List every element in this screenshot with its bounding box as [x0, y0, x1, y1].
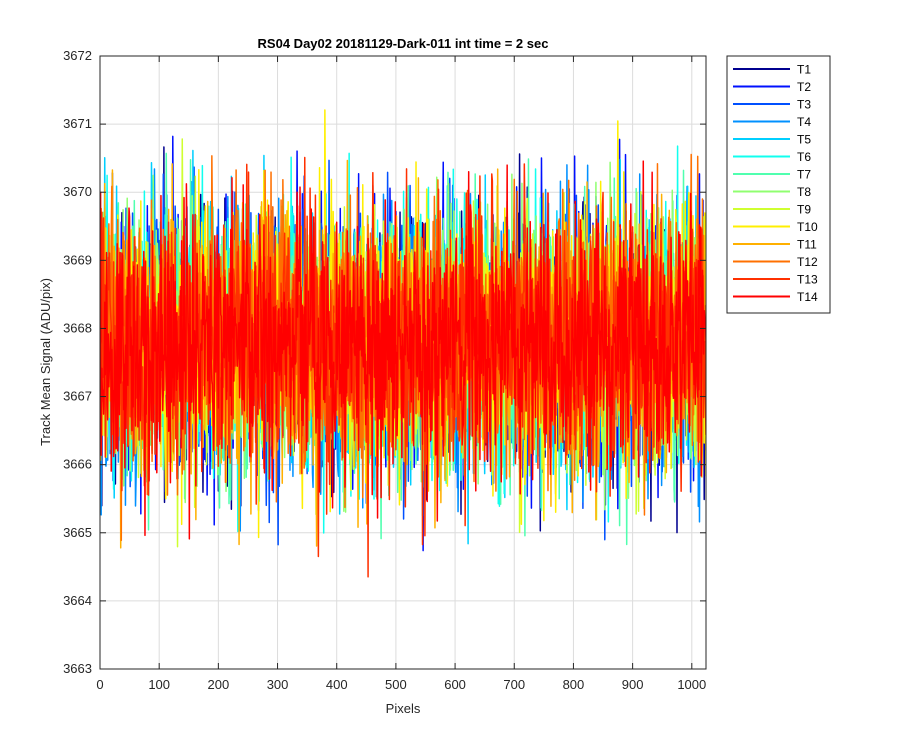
legend-label: T11 [797, 238, 817, 252]
legend-label: T10 [797, 220, 818, 234]
legend-box [726, 55, 831, 314]
legend-label: T2 [797, 80, 811, 94]
y-tick-label: 3669 [63, 252, 92, 267]
y-axis-label: Track Mean Signal (ADU/pix) [38, 278, 53, 446]
legend-item-t3: T3 [733, 98, 811, 112]
legend-item-t8: T8 [733, 185, 811, 199]
legend-item-t4: T4 [733, 115, 811, 129]
y-tick-label: 3663 [63, 661, 92, 676]
legend-label: T6 [797, 150, 811, 164]
legend-label: T9 [797, 203, 811, 217]
legend-label: T3 [797, 98, 811, 112]
x-tick-label: 800 [563, 677, 585, 692]
legend-item-t11: T11 [733, 238, 817, 252]
legend-item-t14: T14 [733, 290, 818, 304]
series-lines [100, 109, 706, 578]
x-tick-label: 600 [444, 677, 466, 692]
legend-item-t10: T10 [733, 220, 818, 234]
legend-item-t1: T1 [733, 63, 811, 77]
series-line-t14 [100, 160, 706, 540]
y-tick-label: 3671 [63, 116, 92, 131]
legend-label: T8 [797, 185, 811, 199]
legend-label: T1 [797, 63, 811, 77]
legend-item-t9: T9 [733, 203, 811, 217]
x-tick-label: 1000 [677, 677, 706, 692]
legend-item-t5: T5 [733, 133, 811, 147]
x-tick-label: 100 [148, 677, 170, 692]
x-tick-label: 300 [267, 677, 289, 692]
legend-label: T14 [797, 290, 818, 304]
axis-ticks: 0 100 200 300 400 500 600 700 800 900 1000 3663 3664… [63, 48, 706, 692]
legend-label: T12 [797, 255, 818, 269]
x-tick-label: 700 [503, 677, 525, 692]
legend-item-t13: T13 [733, 273, 818, 287]
legend-label: T13 [797, 273, 818, 287]
legend-label: T5 [797, 133, 811, 147]
x-tick-label: 0 [96, 677, 103, 692]
y-tick-label: 3670 [63, 184, 92, 199]
legend: T1 T2 T3 T4 T5 T6 T7 T8 T9 T10 T11 T12 T13 T14 [726, 55, 831, 314]
y-tick-label: 3668 [63, 320, 92, 335]
legend-label: T4 [797, 115, 811, 129]
legend-item-t6: T6 [733, 150, 811, 164]
chart-title: RS04 Day02 20181129-Dark-011 int time = … [258, 36, 549, 51]
legend-item-t7: T7 [733, 168, 811, 182]
x-tick-label: 400 [326, 677, 348, 692]
legend-item-t12: T12 [733, 255, 818, 269]
y-tick-label: 3672 [63, 48, 92, 63]
x-tick-label: 200 [208, 677, 230, 692]
y-tick-label: 3665 [63, 525, 92, 540]
legend-item-t2: T2 [733, 80, 811, 94]
axes-frame [99, 55, 707, 670]
y-tick-label: 3666 [63, 457, 92, 472]
x-tick-label: 500 [385, 677, 407, 692]
x-tick-label: 900 [622, 677, 644, 692]
y-tick-label: 3667 [63, 389, 92, 404]
legend-label: T7 [797, 168, 811, 182]
x-axis-label: Pixels [386, 701, 421, 716]
y-tick-label: 3664 [63, 593, 92, 608]
